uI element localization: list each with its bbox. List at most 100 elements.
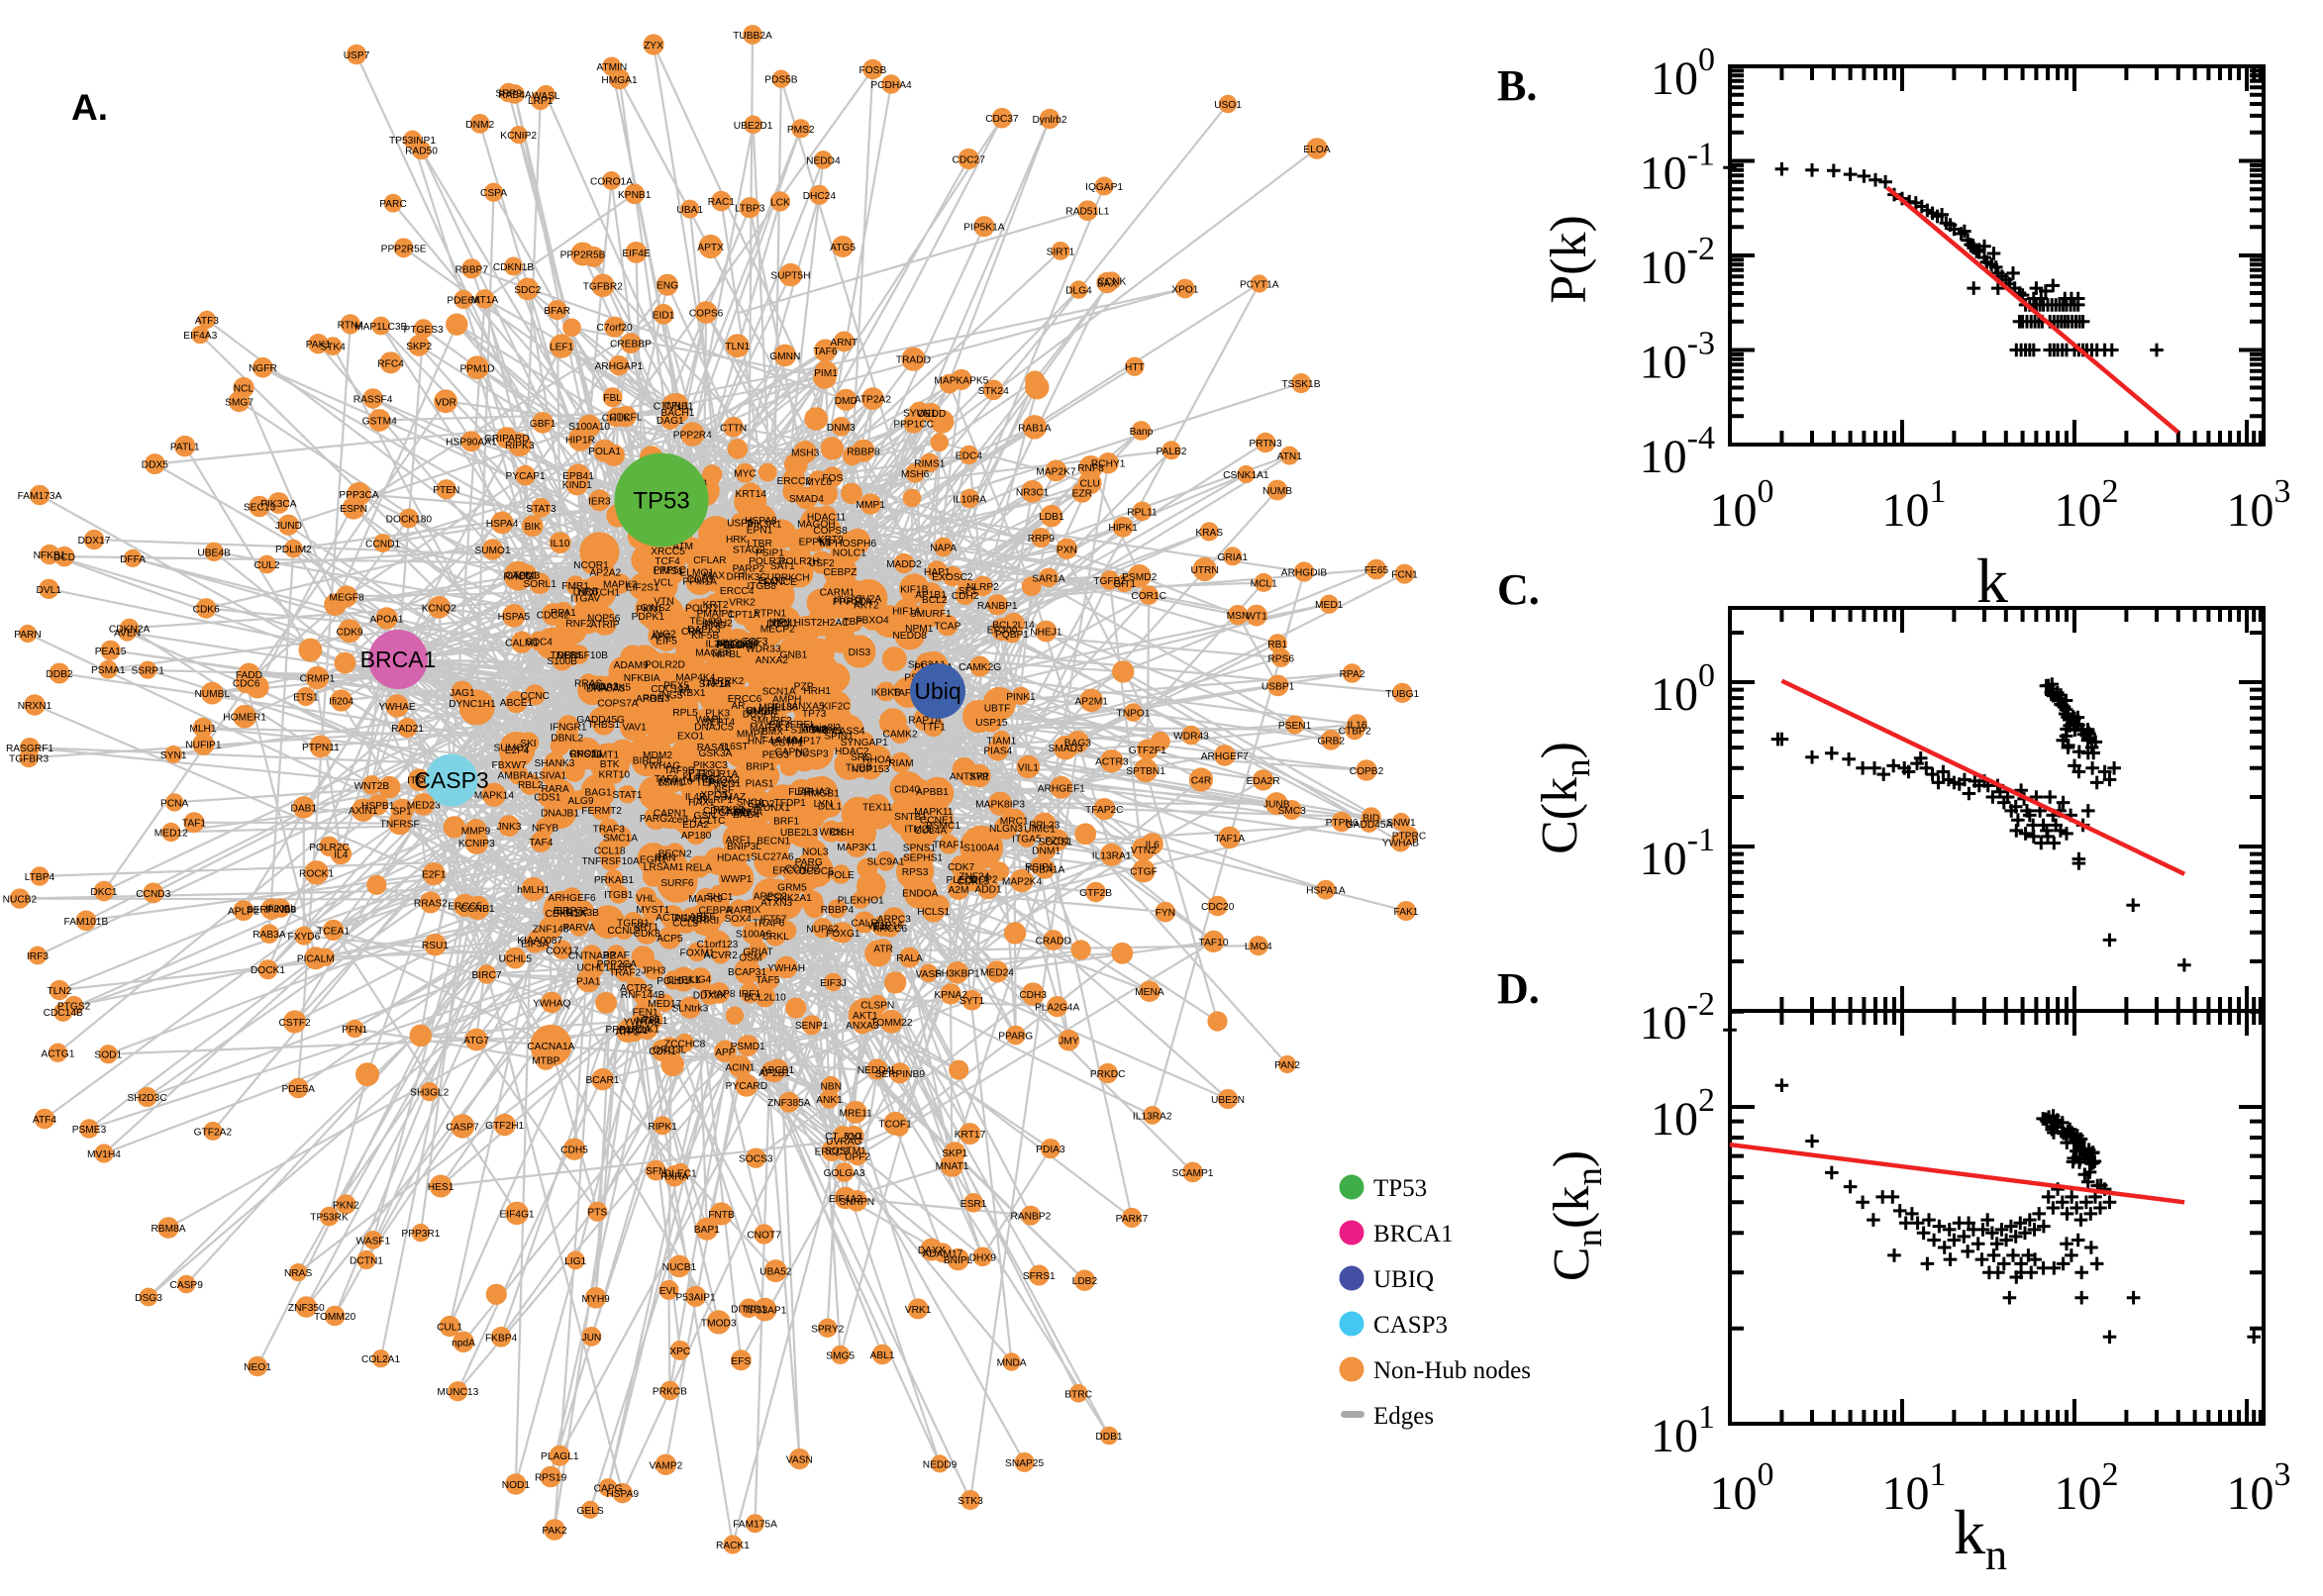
svg-text:USP7: USP7 [344, 50, 370, 61]
svg-text:NRXN1: NRXN1 [18, 701, 52, 712]
svg-text:KRT17: KRT17 [955, 1130, 986, 1141]
svg-text:MAPKAPK5: MAPKAPK5 [934, 375, 988, 386]
svg-text:RBL2: RBL2 [518, 780, 544, 791]
svg-text:FOXM1: FOXM1 [680, 948, 715, 959]
svg-text:C7orf20: C7orf20 [596, 323, 633, 334]
svg-text:TUBA1A: TUBA1A [1026, 865, 1065, 876]
svg-text:LIMS1: LIMS1 [654, 566, 683, 577]
svg-text:PCYT1A: PCYT1A [1240, 280, 1279, 291]
svg-text:RIMS1: RIMS1 [914, 458, 945, 469]
svg-text:NFKBIA: NFKBIA [624, 673, 660, 684]
svg-text:CFLAR: CFLAR [693, 555, 726, 566]
svg-text:CISH: CISH [830, 828, 854, 839]
svg-text:ABCB1: ABCB1 [761, 1065, 795, 1076]
svg-text:AVEN: AVEN [114, 629, 141, 640]
svg-text:CD40: CD40 [894, 785, 920, 796]
svg-text:PZP: PZP [794, 682, 814, 693]
svg-text:MAZ: MAZ [725, 792, 747, 803]
svg-text:CLSPN: CLSPN [860, 1001, 894, 1012]
svg-text:MSH2: MSH2 [705, 619, 734, 630]
svg-text:MAPK3: MAPK3 [603, 580, 638, 591]
svg-text:LIG1: LIG1 [564, 1256, 586, 1267]
svg-text:CDC37: CDC37 [985, 114, 1019, 125]
svg-text:MDM2: MDM2 [643, 750, 672, 761]
svg-text:CSNK2A1: CSNK2A1 [765, 893, 812, 904]
svg-text:MCL1: MCL1 [1251, 578, 1278, 589]
svg-text:AKT1: AKT1 [853, 1011, 878, 1022]
svg-text:APOA1: APOA1 [370, 615, 404, 626]
svg-text:ABCE1: ABCE1 [500, 698, 534, 709]
svg-text:NOD1: NOD1 [502, 1480, 531, 1491]
svg-text:NCOR1: NCOR1 [573, 560, 609, 571]
svg-text:SHANK3: SHANK3 [535, 758, 575, 769]
svg-text:CLU: CLU [1080, 479, 1100, 490]
svg-text:FBXO4: FBXO4 [856, 615, 889, 626]
svg-text:ARHGEF6: ARHGEF6 [549, 893, 596, 904]
svg-text:BTRC: BTRC [1064, 1389, 1092, 1400]
svg-text:TAF12: TAF12 [701, 679, 731, 690]
svg-text:YWHAE: YWHAE [378, 702, 416, 713]
svg-text:DUSP3: DUSP3 [795, 749, 829, 760]
svg-text:TCF3: TCF3 [743, 637, 768, 648]
svg-text:LDB1: LDB1 [1039, 512, 1064, 523]
svg-text:NIPBL: NIPBL [712, 649, 742, 660]
svg-text:MRE11: MRE11 [839, 1108, 872, 1119]
svg-text:DAPK3: DAPK3 [687, 625, 721, 636]
svg-text:CDK2deltaT: CDK2deltaT [703, 806, 758, 817]
svg-text:TP53: TP53 [1373, 1175, 1427, 1202]
svg-text:WDR16: WDR16 [867, 921, 903, 932]
svg-text:XPC: XPC [669, 1347, 690, 1357]
svg-text:ZNF148: ZNF148 [533, 924, 569, 935]
svg-text:DDB1: DDB1 [1095, 1432, 1123, 1443]
svg-text:UCHL5: UCHL5 [499, 954, 533, 965]
svg-text:SOX4: SOX4 [725, 914, 753, 925]
svg-text:NOTCH1: NOTCH1 [578, 588, 620, 599]
svg-text:EP300: EP300 [987, 626, 1018, 637]
svg-text:HMGB1: HMGB1 [804, 788, 841, 799]
svg-text:FERMT2: FERMT2 [581, 806, 622, 817]
svg-text:ACIN1: ACIN1 [725, 1062, 755, 1073]
svg-text:DCP2: DCP2 [970, 875, 998, 886]
svg-text:MSH6: MSH6 [901, 469, 930, 480]
svg-text:CDH2: CDH2 [952, 591, 979, 602]
svg-text:BTK: BTK [600, 759, 620, 770]
svg-text:GSN: GSN [694, 811, 716, 822]
svg-text:UTRN: UTRN [1190, 565, 1218, 576]
svg-text:BECN1: BECN1 [757, 837, 790, 848]
svg-text:PPP2R5E: PPP2R5E [381, 244, 427, 254]
svg-text:POLE: POLE [828, 870, 855, 881]
svg-text:MNDA: MNDA [997, 1358, 1027, 1369]
svg-text:XPO1: XPO1 [1171, 285, 1199, 296]
svg-text:APTX: APTX [697, 243, 724, 253]
svg-text:GBF1: GBF1 [530, 419, 556, 430]
svg-text:RAD51L1: RAD51L1 [1065, 207, 1110, 218]
svg-text:RNF2: RNF2 [565, 619, 592, 630]
svg-text:MSH3: MSH3 [791, 449, 820, 459]
svg-text:CDH3: CDH3 [1019, 990, 1047, 1001]
svg-text:SNW1: SNW1 [1386, 818, 1416, 829]
svg-text:BRF1: BRF1 [773, 817, 799, 828]
svg-text:SNTB1: SNTB1 [894, 812, 927, 823]
svg-text:APLP2: APLP2 [228, 907, 259, 918]
svg-text:SENP1: SENP1 [795, 1021, 829, 1032]
svg-text:BCAP31: BCAP31 [728, 967, 766, 978]
svg-text:MMP17: MMP17 [786, 736, 821, 747]
svg-text:HAX1: HAX1 [688, 797, 715, 808]
svg-text:UIMC1: UIMC1 [1024, 825, 1056, 836]
svg-text:DDX3X: DDX3X [693, 991, 727, 1002]
svg-text:RRAS: RRAS [574, 679, 603, 690]
svg-text:DYNC1H1: DYNC1H1 [449, 699, 496, 710]
svg-text:IRF1: IRF1 [739, 989, 760, 1000]
svg-text:DUSP6: DUSP6 [743, 710, 776, 721]
svg-text:CRK: CRK [681, 627, 703, 638]
svg-text:PSMB2: PSMB2 [674, 914, 709, 925]
svg-text:RALA: RALA [896, 953, 923, 964]
svg-text:ESR1: ESR1 [960, 1199, 987, 1210]
svg-text:USBP1: USBP1 [1262, 681, 1295, 692]
svg-text:LTBP3: LTBP3 [735, 204, 765, 215]
svg-text:RBM8A: RBM8A [151, 1224, 185, 1235]
svg-text:DCTN1: DCTN1 [350, 1256, 383, 1267]
svg-text:KRT1: KRT1 [634, 922, 659, 933]
svg-text:AP1B1: AP1B1 [915, 590, 947, 601]
svg-text:MAP4K4: MAP4K4 [675, 673, 716, 684]
